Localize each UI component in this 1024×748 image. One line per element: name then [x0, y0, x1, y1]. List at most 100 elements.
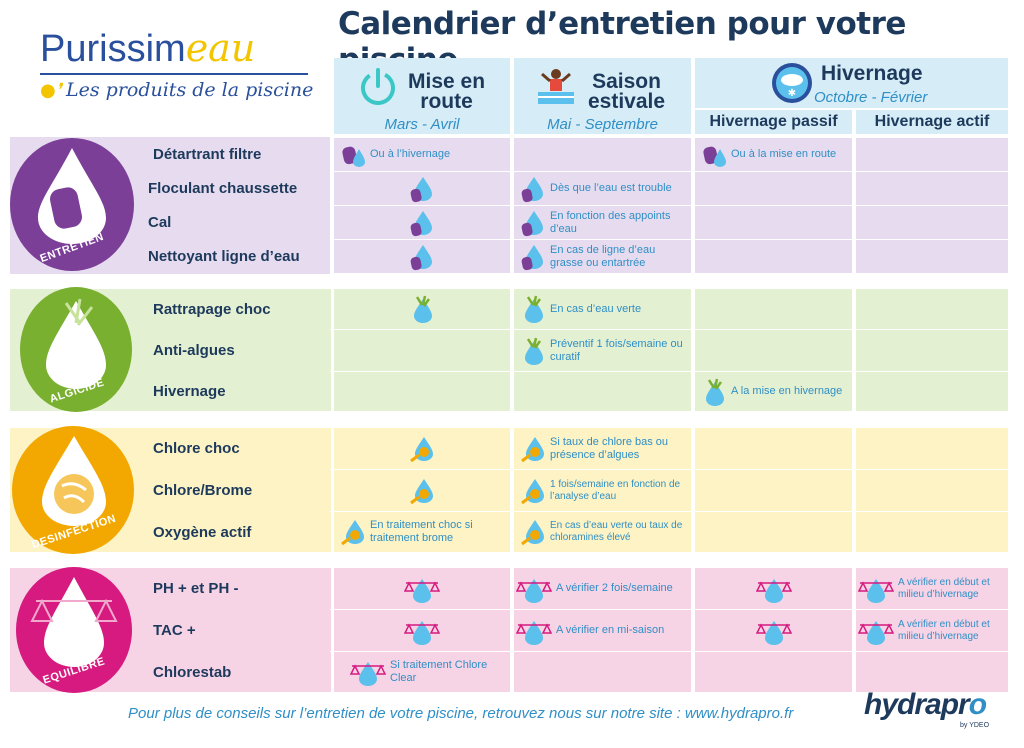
- cell-nettoyant-passif: [695, 240, 852, 273]
- cell-nettoyant-actif: [856, 240, 1008, 273]
- section-badge-equilibre: EQUILIBRE: [16, 567, 132, 693]
- cell-floculant-passif: [695, 172, 852, 205]
- cell-hivernage-actif: [856, 372, 1008, 411]
- cell-ph-passif: [695, 568, 852, 609]
- cell-nettoyant-saison: En cas de ligne d’eau grasse ou entartré…: [514, 240, 691, 273]
- cell-ph-actif: A vérifier en début et milieu d’hivernag…: [856, 568, 1008, 609]
- cell-floculant-mise: [334, 172, 510, 205]
- balance-drop-icon: [516, 578, 552, 603]
- cell-detartrant-actif: [856, 138, 1008, 171]
- cell-chlorebrome-saison: 1 fois/semaine en fonction de l’analyse …: [514, 470, 691, 511]
- cell-detartrant-mise: Ou à l’hivernage: [334, 138, 510, 171]
- svg-text:✱: ✱: [788, 88, 796, 99]
- cell-nettoyant-mise: [334, 240, 510, 273]
- cell-floculant-saison: Dès que l’eau est trouble: [514, 172, 691, 205]
- cell-hivernage-saison: [514, 372, 691, 411]
- cell-floculant-actif: [856, 172, 1008, 205]
- cell-tac-passif: [695, 610, 852, 651]
- column-mise-en-route: Mise en route Mars - Avril: [334, 58, 510, 134]
- subheader-hivernage-actif: Hivernage actif: [856, 110, 1008, 134]
- cell-chlorestab-actif: [856, 652, 1008, 692]
- balance-drop-icon: [516, 620, 552, 645]
- cell-rattrapage-actif: [856, 289, 1008, 329]
- cell-antialgues-actif: [856, 330, 1008, 371]
- sponge-icon: [521, 176, 543, 202]
- cell-oxygene-passif: [695, 512, 852, 552]
- column-hivernage: ✱ Hivernage Octobre - Février: [695, 58, 1008, 108]
- balance-drop-icon: [350, 662, 386, 686]
- logo-name: Purissimeau: [40, 26, 256, 70]
- chlorine-drop-icon: [521, 520, 544, 546]
- cell-ph-saison: A vérifier 2 fois/semaine: [514, 568, 691, 609]
- cell-chlorechoc-mise: [334, 428, 510, 469]
- balance-drop-icon: [858, 620, 894, 645]
- cell-tac-actif: A vérifier en début et milieu d’hivernag…: [856, 610, 1008, 651]
- section-badge-desinfection: DESINFECTION: [12, 426, 134, 554]
- balance-drop-icon: [755, 620, 792, 645]
- brand-logo: hydrapro: [864, 688, 987, 721]
- footer-text: Pour plus de conseils sur l’entretien de…: [128, 705, 794, 722]
- algae-drop-icon: [706, 378, 724, 406]
- cell-rattrapage-passif: [695, 289, 852, 329]
- sponge-icon: [521, 210, 543, 236]
- cell-rattrapage-saison: En cas d’eau verte: [514, 289, 691, 329]
- balance-drop-icon: [404, 620, 440, 645]
- cell-hivernage-passif: A la mise en hivernage: [695, 372, 852, 411]
- subheader-hivernage-passif: Hivernage passif: [695, 110, 852, 134]
- brand-sub: by YDEO: [960, 722, 990, 729]
- swimmer-icon: [538, 69, 574, 104]
- algae-drop-icon: [46, 298, 106, 389]
- balance-drop-icon: [755, 578, 792, 603]
- cell-cal-mise: [334, 206, 510, 239]
- cell-hivernage-mise: [334, 372, 510, 411]
- cell-cal-passif: [695, 206, 852, 239]
- cell-tac-mise: [334, 610, 510, 651]
- power-icon: [361, 68, 395, 105]
- chlorine-drop-icon: [521, 478, 544, 504]
- cell-chlorebrome-actif: [856, 470, 1008, 511]
- cell-detartrant-saison: [514, 138, 691, 171]
- cell-detartrant-passif: Ou à la mise en route: [695, 138, 852, 171]
- cell-antialgues-passif: [695, 330, 852, 371]
- sponge-icon: [703, 146, 726, 167]
- chlorine-drop-icon: [521, 436, 544, 462]
- algae-drop-icon: [525, 295, 543, 323]
- sponge-icon: [342, 146, 365, 167]
- cell-chlorestab-saison: [514, 652, 691, 692]
- sponge-icon: [410, 210, 432, 236]
- chlorine-drop-icon: [42, 436, 106, 526]
- section-badge-algicide: ALGICIDE: [20, 287, 132, 412]
- section-badge-entretien: ENTRETIEN: [10, 138, 134, 271]
- cell-cal-saison: En fonction des appoints d’eau: [514, 206, 691, 239]
- chlorine-drop-icon: [410, 478, 433, 504]
- algae-drop-icon: [414, 295, 432, 323]
- sponge-icon: [521, 244, 543, 270]
- algae-drop-icon: [525, 337, 543, 365]
- cell-chlorechoc-passif: [695, 428, 852, 469]
- sponge-icon: [410, 244, 432, 270]
- cell-oxygene-mise: En traitement choc si traitement brome: [334, 512, 510, 552]
- sponge-icon: [410, 176, 432, 202]
- logo-tagline: ●❜ Les produits de la piscine: [40, 79, 314, 101]
- cell-oxygene-actif: [856, 512, 1008, 552]
- cell-antialgues-saison: Préventif 1 fois/semaine ou curatif: [514, 330, 691, 371]
- cell-chlorestab-mise: Si traitement Chlore Clear: [334, 652, 510, 692]
- balance-drop-icon: [30, 577, 118, 667]
- cell-chlorechoc-saison: Si taux de chlore bas ou présence d’algu…: [514, 428, 691, 469]
- drops-icon: ●❜: [40, 80, 62, 101]
- cell-ph-mise: [334, 568, 510, 609]
- sponge-drop-icon: [38, 148, 106, 244]
- column-saison-estivale: Saison estivale Mai - Septembre: [514, 58, 691, 134]
- cell-chlorestab-passif: [695, 652, 852, 692]
- cell-oxygene-saison: En cas d’eau verte ou taux de chloramine…: [514, 512, 691, 552]
- cell-cal-actif: [856, 206, 1008, 239]
- cell-rattrapage-mise: [334, 289, 510, 329]
- chlorine-drop-icon: [410, 436, 433, 462]
- snow-cloud-icon: ✱: [772, 63, 812, 103]
- logo: Purissimeau ●❜ Les produits de la piscine: [40, 26, 320, 126]
- balance-drop-icon: [404, 578, 440, 603]
- cell-tac-saison: A vérifier en mi-saison: [514, 610, 691, 651]
- cell-chlorebrome-passif: [695, 470, 852, 511]
- cell-chlorechoc-actif: [856, 428, 1008, 469]
- chlorine-drop-icon: [341, 520, 364, 546]
